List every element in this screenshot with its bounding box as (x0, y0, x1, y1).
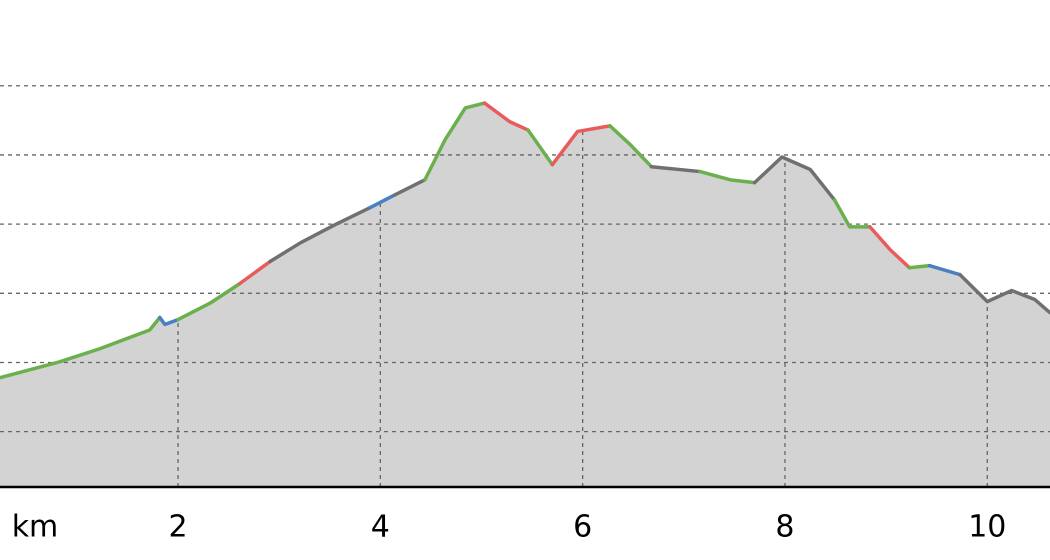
x-tick-label: 2 (168, 510, 187, 545)
area-fill (754, 156, 835, 488)
profile-line (368, 193, 397, 210)
area-fill (909, 265, 930, 488)
profile-line (832, 198, 872, 229)
x-tick-label: 4 (371, 510, 390, 545)
profile-line (526, 128, 555, 167)
profile-line (907, 263, 932, 270)
x-tick-label: 10 (968, 510, 1006, 545)
area-fill (609, 125, 652, 488)
x-axis-label: km (12, 510, 59, 545)
area-fill (369, 194, 395, 488)
profile-line (423, 101, 487, 182)
x-tick-label: 8 (775, 510, 794, 545)
profile-line (927, 263, 962, 277)
profile-line (176, 281, 242, 322)
area-fill (959, 274, 1050, 488)
area-fill (651, 166, 701, 488)
profile-line (958, 272, 1050, 315)
area-fill (269, 207, 371, 488)
profile-line (868, 225, 912, 270)
profile-line (158, 315, 180, 327)
area-fill (527, 129, 553, 488)
area-fill (552, 125, 611, 488)
area-fill (0, 316, 161, 488)
profile-line (752, 155, 837, 202)
area-fill (159, 316, 179, 488)
area-fill (869, 226, 910, 488)
profile-line (392, 178, 427, 197)
area-fill (484, 102, 529, 488)
profile-line (550, 124, 612, 167)
profile-line (0, 315, 162, 380)
area-fill (929, 265, 961, 488)
profile-line (268, 205, 372, 264)
area-fill (394, 179, 426, 488)
profile-line (608, 124, 654, 169)
x-tick-label: 6 (573, 510, 592, 545)
profile-line (482, 101, 530, 132)
profile-line (698, 169, 757, 185)
area-fill (699, 171, 755, 488)
profile-line (649, 164, 702, 174)
area-fill (834, 198, 871, 488)
area-fill (239, 260, 271, 488)
profile-line (237, 259, 272, 286)
